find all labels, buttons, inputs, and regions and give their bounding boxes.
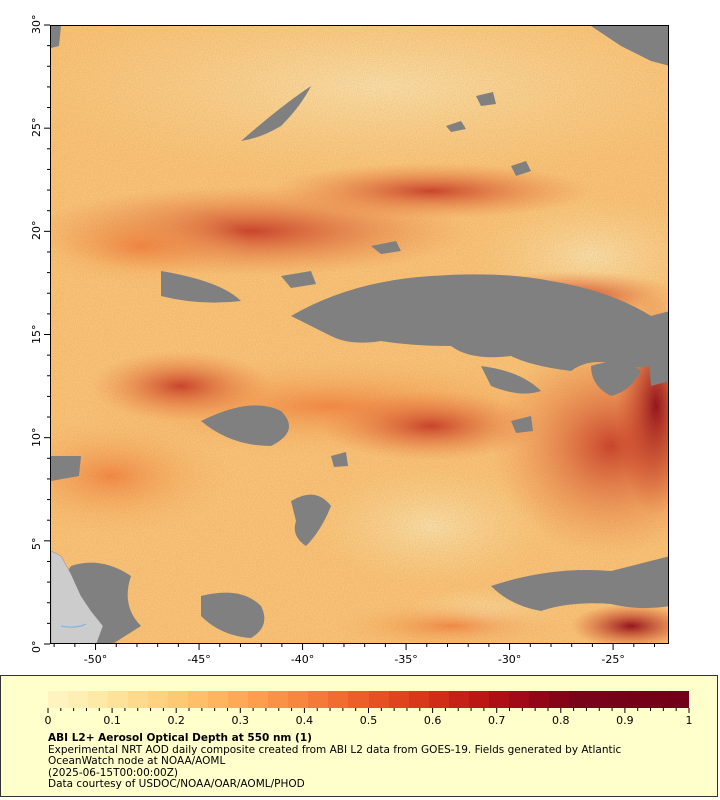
- y-axis-label: 30°: [30, 14, 43, 35]
- y-axis-label: 10°: [30, 427, 43, 447]
- colorbar-label: 0.9: [616, 714, 634, 727]
- colorbar-segment: [128, 691, 149, 708]
- colorbar-label: 1: [685, 714, 693, 727]
- colorbar-segment: [208, 691, 229, 708]
- colorbar-segment: [228, 691, 249, 708]
- colorbar-segment: [248, 691, 269, 708]
- x-axis-label: -40°: [290, 653, 315, 666]
- colorbar-label: 0.5: [359, 714, 378, 727]
- y-axis-label: 25°: [30, 117, 43, 138]
- aod-map-image: [51, 26, 668, 643]
- legend-time: (2025-06-15T00:00:00Z): [48, 766, 178, 779]
- legend-text: ABI L2+ Aerosol Optical Depth at 550 nm …: [48, 732, 688, 791]
- x-axis-label: -50°: [83, 653, 108, 666]
- colorbar-segment: [268, 691, 289, 708]
- colorbar-segment: [588, 691, 609, 708]
- colorbar: [48, 691, 689, 708]
- x-axis-label: -45°: [187, 653, 211, 666]
- no-data-patches: [51, 26, 668, 643]
- colorbar-segment: [628, 691, 649, 708]
- colorbar-label: 0.1: [103, 714, 121, 727]
- colorbar-label: 0.3: [231, 714, 250, 727]
- legend-description: Experimental NRT AOD daily composite cre…: [48, 743, 622, 767]
- x-axis-label: -35°: [394, 653, 418, 666]
- colorbar-segment: [448, 691, 469, 708]
- colorbar-segment: [548, 691, 569, 708]
- colorbar-segment: [288, 691, 309, 708]
- colorbar-label: 0.8: [552, 714, 570, 727]
- colorbar-segment: [408, 691, 429, 708]
- colorbar-ticks: [47, 708, 690, 713]
- colorbar-segment: [68, 691, 89, 708]
- y-axis-label: 20°: [30, 220, 43, 241]
- colorbar-segment: [88, 691, 109, 708]
- legend-title: ABI L2+ Aerosol Optical Depth at 550 nm …: [48, 732, 312, 744]
- colorbar-segment: [368, 691, 389, 708]
- colorbar-segment: [308, 691, 329, 708]
- colorbar-segment: [508, 691, 529, 708]
- colorbar-segment: [528, 691, 549, 708]
- x-axis-label: -30°: [497, 653, 522, 666]
- y-axis-label: 0°: [30, 640, 43, 654]
- aod-map: [50, 25, 669, 644]
- colorbar-segment: [568, 691, 589, 708]
- colorbar-segment: [348, 691, 369, 708]
- legend-credit: Data courtesy of USDOC/NOAA/OAR/AOML/PHO…: [48, 778, 305, 790]
- colorbar-segment: [488, 691, 509, 708]
- x-axis-label: -25°: [601, 653, 625, 666]
- legend-panel: 0 0.1 0.2 0.3 0.4 0.5 0.6 0.7 0.8 0.9 1 ABI L2+ Ae…: [0, 675, 718, 797]
- colorbar-segment: [108, 691, 129, 708]
- colorbar-label: 0.7: [487, 714, 506, 727]
- colorbar-label: 0.2: [167, 714, 185, 727]
- axis-ticks: [44, 24, 656, 650]
- colorbar-segment: [428, 691, 449, 708]
- y-axis-label: 5°: [30, 537, 43, 550]
- colorbar-label: 0.4: [295, 714, 314, 727]
- colorbar-segment: [188, 691, 209, 708]
- colorbar-segment: [388, 691, 409, 708]
- y-axis-label: 15°: [30, 324, 43, 344]
- colorbar-segment: [468, 691, 489, 708]
- land-mass: [51, 550, 104, 643]
- river: [60, 623, 87, 628]
- colorbar-segment: [328, 691, 349, 708]
- colorbar-segment: [48, 691, 69, 708]
- colorbar-segment: [608, 691, 629, 708]
- colorbar-segment: [648, 691, 669, 708]
- colorbar-segment: [148, 691, 169, 708]
- colorbar-segment: [668, 691, 689, 708]
- colorbar-label: 0.6: [423, 714, 442, 727]
- colorbar-label: 0: [44, 714, 52, 727]
- colorbar-segment: [168, 691, 189, 708]
